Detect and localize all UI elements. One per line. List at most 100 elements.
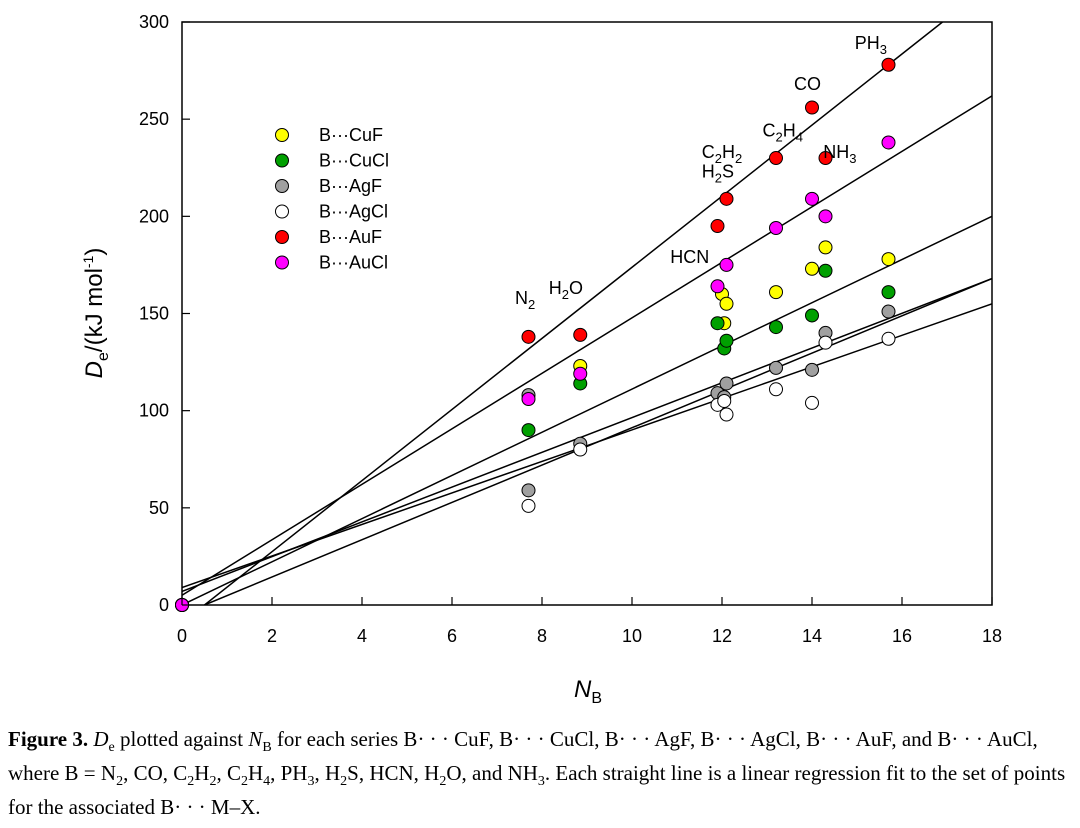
regression-line	[204, 22, 943, 605]
legend-marker	[275, 153, 289, 168]
data-point	[719, 376, 734, 391]
x-tick-label: 14	[802, 626, 822, 646]
x-tick-label: 8	[537, 626, 547, 646]
caption-d-sub: e	[108, 740, 115, 756]
point-annotation: PH3	[855, 33, 887, 57]
data-point	[881, 57, 896, 72]
point-annotation: NH3	[823, 142, 856, 166]
data-point	[521, 392, 536, 407]
x-tick-label: 0	[177, 626, 187, 646]
data-point	[769, 285, 783, 300]
caption-text-5: , C	[216, 761, 241, 785]
x-tick-label: 18	[982, 626, 1002, 646]
caption-text-11: . Each straight line is a linear regress…	[8, 761, 1066, 819]
data-point	[719, 407, 734, 422]
x-axis-title: NB	[574, 676, 602, 707]
data-point	[719, 191, 734, 206]
caption-sub: 3	[307, 774, 315, 790]
legend-label: B···AgCl	[319, 202, 388, 222]
data-point	[881, 135, 896, 150]
data-point	[805, 308, 819, 323]
caption-text-4: H	[194, 761, 210, 785]
data-point	[805, 261, 819, 276]
point-annotation: CO	[794, 74, 821, 94]
data-point	[710, 219, 725, 234]
y-tick-label: 200	[139, 206, 169, 226]
y-tick-label: 50	[149, 498, 169, 518]
caption-n-symbol: N	[248, 727, 263, 751]
data-point	[719, 257, 734, 272]
data-point	[818, 151, 833, 166]
legend-label: B···AuCl	[319, 253, 388, 273]
point-annotation: HCN	[670, 247, 709, 267]
data-point	[769, 220, 783, 235]
caption-n-sub: B	[262, 740, 272, 756]
caption-text-10: O, and NH	[446, 761, 538, 785]
data-point	[769, 320, 783, 335]
data-point	[717, 393, 732, 408]
figure-caption: Figure 3. De plotted against NB for each…	[8, 722, 1074, 824]
caption-sub: 2	[187, 774, 195, 790]
legend-marker	[275, 204, 289, 219]
caption-sub: 4	[263, 774, 271, 790]
regression-line	[182, 303, 992, 589]
legend-marker	[275, 255, 289, 270]
data-point	[719, 296, 734, 311]
caption-text-2: for each series B· · · CuF, B· · · CuCl,…	[8, 727, 1038, 785]
data-point	[805, 395, 819, 410]
y-axis-title: De/(kJ mol-1)	[80, 248, 112, 379]
x-tick-label: 2	[267, 626, 277, 646]
caption-sub: 3	[537, 774, 545, 790]
data-point	[573, 366, 588, 381]
data-point	[573, 442, 588, 457]
caption-sub: 2	[116, 774, 124, 790]
data-point	[881, 252, 896, 267]
x-tick-label: 12	[712, 626, 732, 646]
point-annotation: C2H4	[763, 121, 803, 145]
caption-text-1: plotted against	[114, 727, 249, 751]
data-point	[805, 100, 819, 115]
regression-line	[182, 277, 992, 593]
data-point	[710, 316, 725, 331]
data-point	[521, 423, 536, 438]
data-point	[818, 240, 833, 255]
y-tick-label: 100	[139, 401, 169, 421]
x-tick-label: 10	[622, 626, 642, 646]
caption-sub: 2	[439, 774, 447, 790]
data-point	[521, 498, 536, 513]
data-point	[719, 333, 734, 348]
legend-marker	[275, 230, 289, 244]
data-point	[818, 335, 833, 350]
caption-sub: 2	[209, 774, 217, 790]
data-point	[769, 151, 783, 166]
x-tick-label: 4	[357, 626, 367, 646]
regression-line	[182, 215, 992, 605]
caption-text-6: H	[247, 761, 264, 785]
point-annotation: H2O	[549, 278, 583, 302]
data-point	[881, 331, 896, 346]
data-point	[881, 304, 896, 319]
y-tick-label: 150	[139, 304, 169, 324]
legend-label: B···CuF	[319, 125, 383, 145]
caption-text-9: S, HCN, H	[347, 761, 440, 785]
point-annotation: N2	[515, 288, 535, 312]
data-point	[818, 263, 833, 278]
legend-marker	[275, 128, 289, 142]
x-tick-label: 6	[447, 626, 457, 646]
y-tick-label: 300	[139, 12, 169, 32]
caption-sub: 2	[340, 774, 348, 790]
data-point	[521, 329, 536, 344]
y-tick-label: 0	[159, 595, 169, 615]
data-point	[881, 285, 896, 300]
data-point	[805, 191, 819, 206]
point-annotation: C2H2	[702, 142, 742, 166]
caption-text-3: , CO, C	[123, 761, 188, 785]
legend-marker	[275, 179, 289, 193]
legend-label: B···AgF	[319, 176, 382, 196]
data-point	[710, 279, 725, 294]
data-point	[573, 327, 588, 342]
chart-svg: 0 2 4 6 8 10 12 14 16 18 0 50 100 150 200 250 300 N2 H2O H…	[80, 12, 1002, 707]
caption-text-7: , PH	[270, 761, 308, 785]
data-point	[521, 483, 536, 498]
regression-line	[182, 95, 992, 596]
